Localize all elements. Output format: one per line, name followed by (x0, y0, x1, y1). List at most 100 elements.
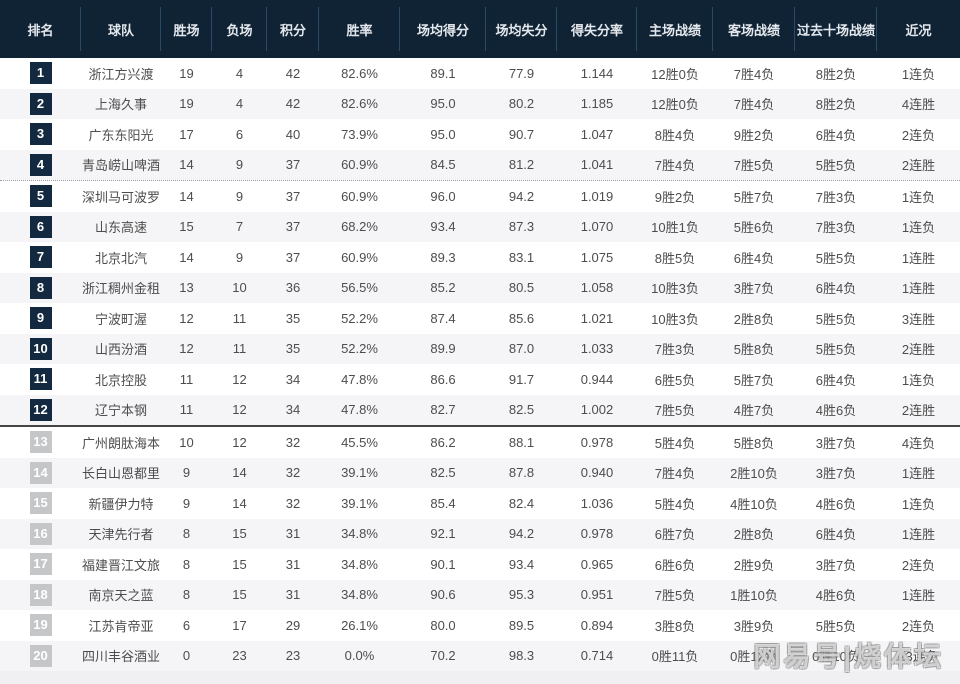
cell-points-ratio: 0.940 (580, 465, 614, 481)
cell-wins: 8 (182, 526, 191, 542)
cell-recent-form: 2连负 (901, 618, 936, 634)
cell-points: 31 (285, 587, 301, 603)
cell-win-rate: 60.9% (341, 249, 378, 265)
cell-win-rate: 47.8% (341, 371, 378, 387)
cell-away-record: 5胜7负 (733, 372, 775, 388)
cell-recent-form: 2连负 (901, 557, 936, 573)
cell-away-record: 7胜4负 (733, 66, 775, 82)
cell-points-ratio: 1.058 (580, 280, 614, 296)
cell-points: 23 (285, 648, 301, 664)
cell-wins: 19 (179, 65, 194, 81)
cell-wins: 8 (182, 587, 191, 603)
cell-avg-points-for: 90.6 (430, 587, 456, 603)
cell-recent-form: 23连负 (898, 649, 939, 665)
cell-rank: 9 (0, 307, 81, 330)
cell-avg-points-against: 87.8 (508, 465, 535, 481)
table-row-rank-19: 19 江苏肯帝亚 6 17 29 26.1% 80.0 89.5 0.894 3胜8负 3胜9负 5胜… (0, 610, 960, 641)
cell-win-rate: 60.9% (341, 157, 378, 173)
cell-away-record: 3胜7负 (733, 281, 775, 297)
cell-home-record: 6胜7负 (654, 527, 696, 543)
cell-losses: 9 (235, 249, 244, 265)
cell-team: 上海久事 (94, 97, 147, 113)
cell-points: 37 (285, 249, 301, 265)
cell-wins: 17 (179, 126, 194, 142)
cell-points: 37 (285, 188, 301, 204)
cell-wins: 10 (179, 434, 194, 450)
rank-badge: 19 (29, 614, 52, 637)
cell-losses: 11 (232, 310, 247, 326)
cell-recent-form: 1连负 (901, 496, 936, 512)
cell-avg-points-for: 80.0 (430, 617, 456, 633)
cell-team: 广州朗肽海本 (81, 435, 160, 451)
cell-last10-record: 7胜3负 (815, 189, 857, 205)
cell-recent-form: 1连负 (901, 220, 936, 236)
cell-avg-points-for: 82.5 (430, 465, 456, 481)
cell-avg-points-for: 87.4 (430, 310, 456, 326)
cell-rank: 18 (0, 583, 81, 606)
cell-home-record: 10胜1负 (651, 220, 699, 236)
table-row-rank-6: 6 山东高速 15 7 37 68.2% 93.4 87.3 1.070 10胜1负 5胜6负 7胜3… (0, 211, 960, 242)
table-row-rank-14: 14 长白山恩都里 9 14 32 39.1% 82.5 87.8 0.940 7胜4负 2胜10负… (0, 457, 960, 488)
cell-away-record: 5胜7负 (733, 189, 775, 205)
cell-recent-form: 1连胜 (901, 527, 936, 543)
cell-recent-form: 2连胜 (901, 158, 936, 174)
cell-last10-record: 4胜6负 (815, 496, 857, 512)
rank-badge: 16 (29, 522, 52, 545)
cell-recent-form: 4连胜 (901, 97, 936, 113)
cell-points-ratio: 1.144 (580, 65, 614, 81)
table-row-rank-4: 4 青岛崂山啤酒 14 9 37 60.9% 84.5 81.2 1.041 7胜4负 7胜5负 5胜… (0, 149, 960, 180)
cell-away-record: 2胜8负 (733, 311, 775, 327)
cell-home-record: 8胜5负 (654, 250, 696, 266)
cell-points: 37 (285, 219, 301, 235)
cell-wins: 9 (182, 465, 191, 481)
table-row-rank-10: 10 山西汾酒 12 11 35 52.2% 89.9 87.0 1.033 7胜3负 5胜8负 5胜… (0, 333, 960, 364)
cell-points: 32 (285, 465, 301, 481)
cell-home-record: 6胜5负 (654, 372, 696, 388)
table-body: 1 浙江方兴渡 19 4 42 82.6% 89.1 77.9 1.144 12胜0负 7胜4负 8胜… (0, 58, 960, 671)
cell-rank: 5 (0, 185, 81, 208)
cell-recent-form: 1连胜 (901, 588, 936, 604)
cell-losses: 15 (232, 556, 247, 572)
cell-home-record: 7胜3负 (654, 342, 696, 358)
cell-avg-points-for: 90.1 (430, 556, 456, 572)
table-row-rank-1: 1 浙江方兴渡 19 4 42 82.6% 89.1 77.9 1.144 12胜0负 7胜4负 8胜… (0, 58, 960, 89)
cell-team: 新疆伊力特 (88, 496, 154, 512)
cell-team: 浙江方兴渡 (88, 66, 154, 82)
cell-recent-form: 2连胜 (901, 342, 936, 358)
cell-wins: 9 (182, 495, 191, 511)
cell-last10-record: 3胜7负 (815, 466, 857, 482)
cell-avg-points-against: 94.2 (508, 188, 535, 204)
cell-win-rate: 52.2% (341, 310, 378, 326)
cell-rank: 15 (0, 492, 81, 515)
cell-rank: 19 (0, 614, 81, 637)
cell-avg-points-against: 82.5 (508, 402, 535, 418)
rank-badge: 2 (29, 92, 52, 115)
rank-badge: 4 (29, 153, 52, 176)
header-cell-away-record: 客场战绩 (713, 0, 795, 58)
cell-rank: 14 (0, 461, 81, 484)
header-cell-rank: 排名 (0, 0, 81, 58)
cell-away-record: 3胜9负 (733, 618, 775, 634)
table-row-rank-12: 12 辽宁本钢 11 12 34 47.8% 82.7 82.5 1.002 7胜5负 4胜7负 4胜… (0, 394, 960, 425)
cell-avg-points-for: 89.3 (430, 249, 456, 265)
table-row-rank-13: 13 广州朗肽海本 10 12 32 45.5% 86.2 88.1 0.978 5胜4负 5胜8负… (0, 427, 960, 458)
cell-team: 辽宁本钢 (94, 403, 147, 419)
cell-losses: 11 (232, 341, 247, 357)
cell-last10-record: 5胜5负 (815, 158, 857, 174)
cell-win-rate: 0.0% (344, 648, 375, 664)
cell-home-record: 5胜4负 (654, 496, 696, 512)
cell-avg-points-against: 90.7 (508, 126, 535, 142)
cell-wins: 15 (179, 219, 194, 235)
rank-badge: 6 (29, 215, 52, 238)
rank-badge: 17 (29, 553, 52, 576)
cell-last10-record: 6胜4负 (815, 527, 857, 543)
cell-wins: 14 (179, 157, 194, 173)
footer-strip (0, 671, 960, 684)
cell-win-rate: 34.8% (341, 556, 378, 572)
cell-home-record: 6胜6负 (654, 557, 696, 573)
cell-team: 长白山恩都里 (81, 466, 160, 482)
cell-away-record: 4胜7负 (733, 403, 775, 419)
cell-away-record: 7胜4负 (733, 97, 775, 113)
cell-away-record: 5胜8负 (733, 342, 775, 358)
cell-wins: 14 (179, 249, 194, 265)
